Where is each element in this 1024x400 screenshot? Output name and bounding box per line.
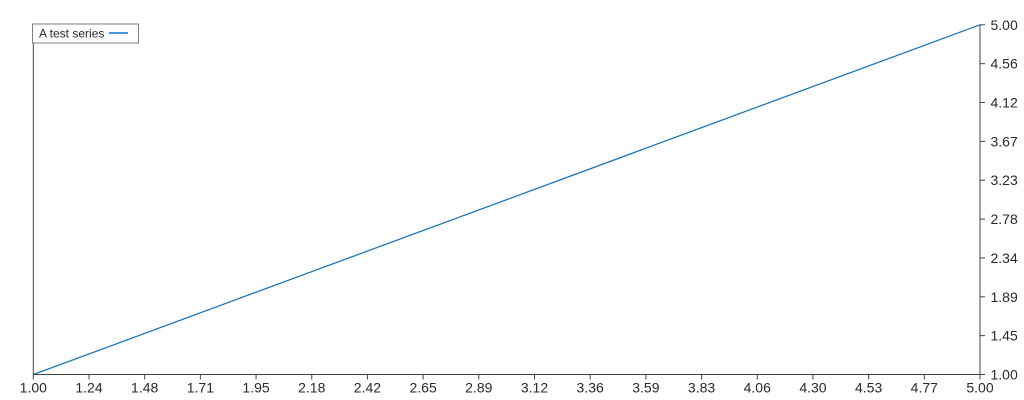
svg-text:3.59: 3.59 [632, 380, 659, 396]
svg-text:2.78: 2.78 [991, 211, 1018, 227]
svg-text:2.65: 2.65 [409, 380, 436, 396]
svg-text:4.56: 4.56 [991, 56, 1018, 72]
svg-text:4.53: 4.53 [855, 380, 882, 396]
svg-text:A test series: A test series [39, 27, 104, 41]
svg-text:4.12: 4.12 [991, 95, 1018, 111]
svg-text:2.42: 2.42 [354, 380, 381, 396]
svg-text:3.12: 3.12 [521, 380, 548, 396]
svg-text:3.36: 3.36 [577, 380, 604, 396]
svg-text:1.00: 1.00 [991, 367, 1018, 383]
svg-text:2.34: 2.34 [991, 250, 1018, 266]
svg-text:1.48: 1.48 [131, 380, 158, 396]
svg-text:2.18: 2.18 [298, 380, 325, 396]
svg-text:1.45: 1.45 [991, 328, 1018, 344]
svg-text:1.89: 1.89 [991, 289, 1018, 305]
svg-text:1.24: 1.24 [75, 380, 102, 396]
svg-text:3.23: 3.23 [991, 172, 1018, 188]
svg-text:3.67: 3.67 [991, 133, 1018, 149]
svg-text:1.00: 1.00 [20, 380, 47, 396]
svg-text:5.00: 5.00 [991, 17, 1018, 33]
svg-text:1.95: 1.95 [242, 380, 269, 396]
svg-text:4.30: 4.30 [799, 380, 826, 396]
svg-text:4.77: 4.77 [911, 380, 938, 396]
svg-text:4.06: 4.06 [744, 380, 771, 396]
svg-text:3.83: 3.83 [688, 380, 715, 396]
svg-text:2.89: 2.89 [465, 380, 492, 396]
svg-text:1.71: 1.71 [187, 380, 214, 396]
